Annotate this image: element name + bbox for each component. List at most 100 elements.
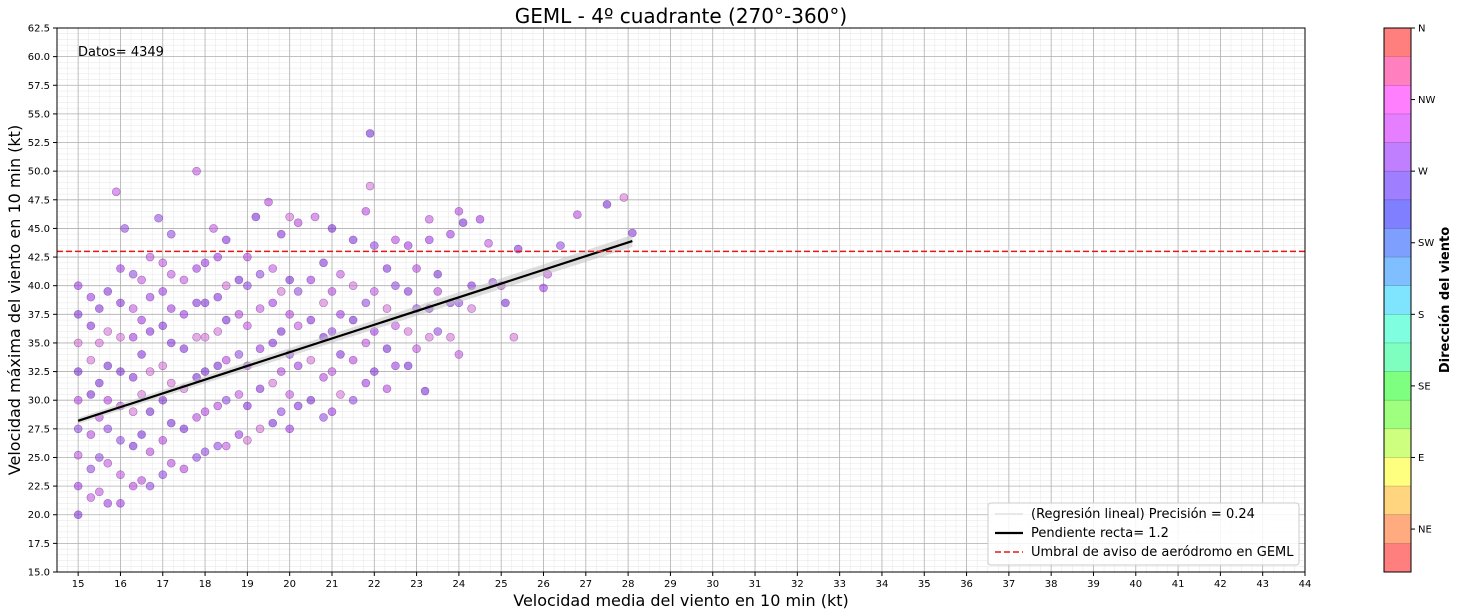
y-axis-ticks: 15.0 17.5 20.0 22.5 25.0 27.5 30.0 32.5 35.0 37.5… <box>28 24 57 579</box>
x-tick-label: 28 <box>622 579 635 590</box>
scatter-point <box>200 407 210 416</box>
colorbar-segment <box>1384 543 1411 573</box>
x-tick-label: 42 <box>1214 579 1227 590</box>
scatter-point <box>95 304 104 313</box>
scatter-point <box>73 424 83 434</box>
y-tick-label: 27.5 <box>28 424 50 435</box>
y-tick-label: 47.5 <box>28 195 50 206</box>
y-tick-label: 45.0 <box>28 224 50 235</box>
scatter-point <box>348 355 358 365</box>
scatter-point <box>166 229 176 239</box>
colorbar-segment <box>1384 342 1411 373</box>
scatter-point <box>433 269 443 279</box>
colorbar-tick-label: W <box>1418 167 1428 178</box>
scatter-point <box>128 373 138 382</box>
scatter-point <box>213 361 223 371</box>
x-tick-label: 22 <box>368 579 381 590</box>
colorbar-segment <box>1384 400 1411 430</box>
scatter-point <box>293 401 303 411</box>
scatter-point <box>458 218 468 227</box>
scatter-point <box>348 281 358 290</box>
scatter-point <box>137 275 146 285</box>
scatter-point <box>73 510 83 520</box>
legend-label-regression: (Regresión lineal) Precisión = 0.24 <box>1031 507 1255 522</box>
scatter-point <box>166 418 176 428</box>
scatter-point <box>86 430 96 439</box>
scatter-point <box>179 344 189 353</box>
x-tick-label: 21 <box>326 579 339 590</box>
x-tick-label: 35 <box>918 579 931 590</box>
scatter-point <box>424 214 434 224</box>
colorbar-segment <box>1384 199 1411 229</box>
x-tick-label: 43 <box>1256 579 1269 590</box>
scatter-point <box>243 401 252 411</box>
y-tick-label: 15.0 <box>28 568 50 579</box>
scatter-point <box>382 344 392 353</box>
scatter-point <box>86 292 96 302</box>
colorbar-tick-label: NE <box>1418 525 1432 536</box>
colorbar <box>1383 27 1412 573</box>
x-tick-label: 41 <box>1172 579 1185 590</box>
scatter-point <box>166 338 176 348</box>
y-tick-label: 20.0 <box>28 510 50 521</box>
scatter-point <box>137 350 146 359</box>
y-tick-label: 57.5 <box>28 81 50 92</box>
colorbar-tick-label: S <box>1418 310 1424 321</box>
scatter-point <box>424 235 434 245</box>
scatter-point <box>128 407 138 416</box>
scatter-point <box>501 298 510 308</box>
scatter-point <box>73 367 83 376</box>
scatter-point <box>276 367 286 376</box>
y-tick-label: 22.5 <box>28 482 50 493</box>
scatter-point <box>361 206 371 216</box>
scatter-point <box>179 310 189 319</box>
scatter-point <box>268 378 278 388</box>
scatter-point <box>319 373 328 382</box>
scatter-point <box>154 213 163 223</box>
scatter-point <box>145 367 155 376</box>
scatter-point <box>243 281 252 290</box>
scatter-point <box>158 435 168 445</box>
scatter-point <box>268 264 278 273</box>
scatter-point <box>268 418 278 428</box>
scatter-point <box>103 424 113 434</box>
colorbar-segment <box>1384 171 1411 201</box>
scatter-point <box>95 378 104 388</box>
scatter-point <box>103 395 113 405</box>
x-tick-label: 37 <box>1002 579 1015 590</box>
scatter-point <box>391 361 400 371</box>
scatter-point <box>234 430 244 439</box>
scatter-point <box>268 338 278 348</box>
plot-frame <box>56 27 1306 573</box>
colorbar-segment <box>1384 314 1411 344</box>
scatter-point <box>255 344 265 353</box>
x-tick-label: 26 <box>537 579 550 590</box>
scatter-point <box>285 310 294 319</box>
scatter-point <box>255 304 265 313</box>
scatter-point <box>158 470 168 479</box>
scatter-point <box>293 321 303 331</box>
legend-label-slope: Pendiente recta= 1.2 <box>1031 526 1169 541</box>
scatter-point <box>446 332 455 342</box>
scatter-point <box>382 384 392 394</box>
scatter-point <box>276 327 286 336</box>
scatter-point <box>255 424 265 434</box>
chart-title: GEML - 4º cuadrante (270°-360°) <box>515 4 847 28</box>
scatter-point <box>424 332 434 342</box>
scatter-point <box>285 424 294 434</box>
x-axis-label: Velocidad media del viento en 10 min (kt… <box>513 591 849 610</box>
scatter-point <box>103 327 113 336</box>
scatter-point <box>158 361 168 371</box>
scatter-point <box>293 218 303 227</box>
scatter-point <box>200 332 210 342</box>
scatter-point <box>243 321 252 331</box>
colorbar-frame <box>1383 27 1412 573</box>
legend-box <box>987 502 1300 566</box>
scatter-point <box>319 258 328 268</box>
scatter-point <box>137 315 146 325</box>
scatter-point <box>209 224 218 233</box>
legend: (Regresión lineal) Precisión = 0.24 Pend… <box>987 502 1300 566</box>
scatter-point <box>120 224 129 233</box>
x-tick-label: 39 <box>1087 579 1100 590</box>
